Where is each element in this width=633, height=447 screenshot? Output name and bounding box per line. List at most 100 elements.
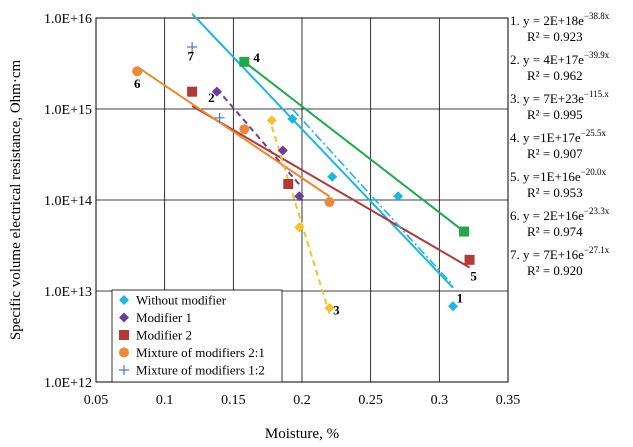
data-point (324, 197, 335, 208)
data-point (393, 191, 404, 202)
legend-marker (119, 295, 129, 305)
y-tick-label: 1.0E+13 (44, 285, 92, 300)
data-point (287, 113, 298, 124)
legend-label: Mixture of modifiers 1:2 (136, 363, 265, 378)
equation-index: 1. (510, 13, 523, 28)
equation-r-squared: R² = 0.974 (527, 224, 583, 239)
data-point (327, 171, 338, 182)
equation-base: y =1E+17e (523, 130, 581, 145)
trend-line (270, 126, 331, 314)
legend-marker (119, 312, 129, 323)
series-number-label: 7 (188, 49, 195, 64)
x-axis-title: Moisture, % (265, 426, 339, 442)
x-tick-labels: 0.05 0.1 0.15 0.2 0.25 0.3 0.35 (84, 393, 521, 408)
equation-index: 4. (510, 130, 523, 145)
series-number-label: 5 (470, 269, 477, 284)
equation-exponent: −27.1x (583, 245, 610, 255)
plot-frame (95, 17, 509, 383)
series-number-label: 3 (333, 303, 340, 318)
equation-exponent: −20.0x (580, 167, 606, 177)
y-tick-label: 1.0E+12 (44, 376, 92, 391)
equation-r-squared: R² = 0.923 (527, 29, 583, 44)
equation-base: y = 2E+18e (523, 13, 584, 28)
y-axis-title: Specific volume electrical resistance, O… (8, 60, 24, 341)
equation-formula: 4. y =1E+17e−25.5x (510, 125, 633, 146)
data-point (266, 115, 277, 126)
x-tick-label: 0.15 (221, 393, 246, 408)
trend-line (243, 61, 465, 233)
equation-base: y = 2E+16e (523, 208, 584, 223)
trend-line (216, 88, 301, 186)
equation-index: 7. (510, 247, 523, 262)
equation-index: 3. (510, 91, 523, 106)
x-tick-label: 0.05 (84, 393, 109, 408)
equation-base: y = 7E+23e (523, 91, 584, 106)
equation-formula: 6. y = 2E+16e−23.3x (510, 203, 633, 224)
equation-formula: 3. y = 7E+23e−115.x (510, 86, 633, 107)
legend-label: Modifier 1 (136, 310, 192, 325)
y-tick-label: 1.0E+14 (44, 194, 92, 209)
equation-formula: 1. y = 2E+18e−38.8x (510, 8, 633, 29)
trend-equation: 1. y = 2E+18e−38.8x R² = 0.923 (510, 8, 633, 45)
legend-marker (119, 365, 129, 375)
equation-exponent: −23.3x (583, 206, 610, 216)
equation-index: 6. (510, 208, 523, 223)
trend-equation: 7. y = 7E+16e−27.1x R² = 0.920 (510, 242, 633, 279)
x-tick-label: 0.2 (293, 393, 311, 408)
equation-exponent: −115.x (583, 89, 609, 99)
trend-equation: 6. y = 2E+16e−23.3x R² = 0.974 (510, 203, 633, 240)
series-number-labels: 1 2 3 4 5 6 7 (134, 49, 477, 318)
legend-label: Mixture of modifiers 2:1 (136, 345, 265, 360)
legend-label: Modifier 2 (136, 328, 192, 343)
data-point (214, 112, 225, 123)
series-number-label: 1 (457, 290, 464, 305)
equation-index: 5. (510, 169, 523, 184)
trend-line (191, 13, 454, 289)
trend-equation: 5. y =1E+16e−20.0x R² = 0.953 (510, 164, 633, 201)
legend-marker (119, 330, 129, 340)
legend-box (111, 289, 283, 383)
trend-line (136, 66, 331, 198)
data-point (277, 145, 288, 156)
data-point (132, 66, 143, 77)
x-tick-label: 0.1 (156, 393, 174, 408)
data-point (464, 254, 475, 265)
equation-r-squared: R² = 0.953 (527, 185, 583, 200)
data-point (239, 124, 250, 135)
data-point (187, 86, 198, 97)
data-point (283, 178, 294, 189)
y-tick-label: 1.0E+15 (44, 103, 92, 118)
x-tick-label: 0.25 (358, 393, 383, 408)
equation-formula: 2. y = 4E+17e−39.9x (510, 47, 633, 68)
equation-r-squared: R² = 0.907 (527, 146, 583, 161)
equation-exponent: −39.9x (583, 50, 610, 60)
equation-formula: 5. y =1E+16e−20.0x (510, 164, 633, 185)
equation-exponent: −38.8x (583, 11, 610, 21)
trend-equation: 3. y = 7E+23e−115.x R² = 0.995 (510, 86, 633, 123)
data-markers (132, 42, 475, 314)
data-point (294, 222, 305, 233)
legend-marker (119, 347, 129, 358)
data-point (448, 301, 459, 312)
equation-base: y = 7E+16e (523, 247, 584, 262)
trend-line (191, 105, 471, 269)
data-point (239, 56, 250, 67)
equation-base: y =1E+16e (523, 169, 581, 184)
data-point (211, 86, 222, 97)
legend-label: Without modifier (136, 293, 227, 308)
equation-exponent: −25.5x (580, 128, 606, 138)
trend-equations: 1. y = 2E+18e−38.8x R² = 0.923 2. y = 4E+1… (510, 8, 633, 281)
legend: Without modifier Modifier 1 Modifier 2 Mixt… (111, 289, 283, 383)
y-tick-labels: 1.0E+12 1.0E+13 1.0E+14 1.0E+15 1.0E+16 (44, 12, 92, 391)
data-point (324, 303, 335, 314)
trend-line-dashdot (291, 108, 454, 287)
y-tick-label: 1.0E+16 (44, 12, 92, 27)
trend-lines (136, 13, 471, 314)
equation-r-squared: R² = 0.995 (527, 107, 583, 122)
equation-base: y = 4E+17e (523, 52, 584, 67)
x-tick-label: 0.3 (431, 393, 449, 408)
trend-equation: 2. y = 4E+17e−39.9x R² = 0.962 (510, 47, 633, 84)
series-number-label: 4 (253, 50, 260, 65)
equation-index: 2. (510, 52, 523, 67)
